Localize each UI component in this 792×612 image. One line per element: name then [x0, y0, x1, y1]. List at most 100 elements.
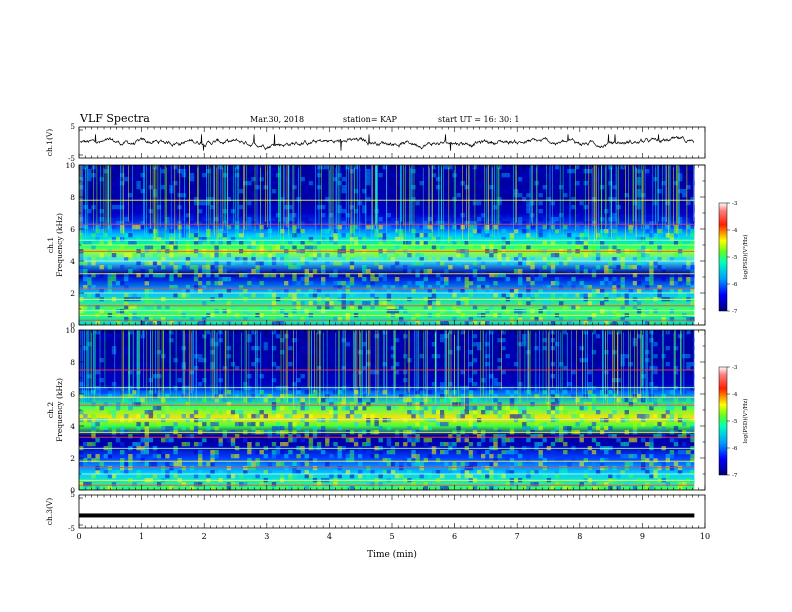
spectrogram-cell	[563, 470, 568, 475]
spectrogram-cell	[300, 462, 305, 467]
spectrogram-cell	[456, 474, 461, 479]
spectrogram-cell	[382, 285, 387, 290]
spectrogram-cell	[460, 213, 465, 218]
spectrogram-cell	[333, 418, 338, 423]
spectrogram-cell	[284, 193, 289, 198]
spectrogram-cell	[173, 334, 178, 339]
spectrogram-cell	[641, 261, 646, 266]
spectrogram-cell	[210, 410, 215, 415]
spectrogram-cell	[682, 434, 687, 439]
spectrogram-cell	[620, 362, 625, 367]
spectrogram-cell	[120, 442, 125, 447]
spectrogram-cell	[210, 486, 215, 491]
spectrogram-cell	[136, 261, 141, 266]
spectrogram-cell	[669, 309, 675, 314]
spectrogram-cell	[115, 406, 121, 411]
spectrogram-cell	[513, 462, 519, 467]
spectrogram-cell	[513, 269, 519, 274]
spectrogram-cell	[304, 185, 309, 190]
spectrogram-cell	[288, 213, 293, 218]
spectrogram-cell	[144, 422, 149, 427]
spectrogram-cell	[575, 265, 580, 270]
spectrogram-cell	[501, 434, 506, 439]
spectrogram-cell	[329, 301, 334, 306]
spectrogram-cell	[472, 229, 478, 234]
spectrogram-cell	[481, 410, 486, 415]
spectrogram-cell	[218, 434, 223, 439]
spectrogram-cell	[128, 169, 133, 174]
spectrogram-cell	[374, 378, 379, 383]
spectrogram-cell	[353, 350, 359, 355]
spectrogram-cell	[411, 458, 416, 463]
spectrogram-cell	[427, 269, 433, 274]
spectrogram-cell	[460, 438, 465, 443]
spectrogram-cell	[382, 205, 387, 210]
spectrogram-cell	[534, 269, 539, 274]
spectrogram-cell	[181, 293, 186, 298]
spectrogram-cell	[128, 205, 133, 210]
spectrogram-cell	[132, 165, 137, 170]
spectrogram-cell	[624, 462, 629, 467]
spectrogram-cell	[464, 354, 469, 359]
spectrogram-cell	[423, 398, 428, 403]
spectrogram-cell	[144, 438, 149, 443]
spectrogram-cell	[222, 334, 227, 339]
spectrogram-cell	[177, 458, 182, 463]
spectrogram-cell	[468, 486, 474, 491]
spectrogram-cell	[677, 358, 683, 363]
spectrogram-cell	[189, 426, 195, 431]
spectrogram-cell	[501, 406, 506, 411]
spectrogram-cell	[222, 221, 227, 226]
spectrogram-cell	[665, 406, 670, 411]
spectrogram-cell	[493, 398, 498, 403]
spectrogram-cell	[423, 458, 428, 463]
spectrogram-cell	[193, 269, 199, 274]
spectrogram-cell	[341, 398, 346, 403]
spectrogram-cell	[440, 378, 445, 383]
spectrogram-cell	[222, 305, 227, 310]
spectrogram-cell	[394, 386, 400, 391]
spectrogram-cell	[620, 165, 625, 170]
spectrogram-cell	[91, 426, 96, 431]
spectrogram-cell	[513, 386, 519, 391]
spectrogram-cell	[690, 269, 695, 274]
spectrogram-cell	[476, 217, 482, 222]
spectrogram-cell	[156, 165, 162, 170]
spectrogram-cell	[497, 261, 502, 266]
spectrogram-cell	[173, 225, 178, 230]
spectrogram-cell	[136, 470, 141, 475]
spectrogram-cell	[448, 362, 453, 367]
spectrogram-cell	[673, 330, 679, 335]
spectrogram-cell	[686, 189, 691, 194]
spectrogram-cell	[79, 237, 84, 242]
spectrogram-cell	[337, 474, 342, 479]
spectrogram-cell	[156, 454, 162, 459]
spectrogram-cell	[591, 289, 597, 294]
spectrogram-cell	[226, 197, 232, 202]
spectrogram-cell	[497, 217, 502, 222]
spectrogram-cell	[464, 470, 469, 475]
spectrogram-cell	[665, 354, 670, 359]
spectrogram-cell	[571, 394, 576, 399]
spectrogram-cell	[148, 245, 154, 250]
spectrogram-cell	[407, 462, 412, 467]
spectrogram-cell	[292, 229, 297, 234]
spectrogram-cell	[501, 293, 506, 298]
spectrogram-cell	[251, 462, 256, 467]
spectrogram-cell	[206, 209, 211, 214]
spectrogram-cell	[472, 422, 478, 427]
spectrogram-cell	[284, 406, 289, 411]
spectrogram-cell	[481, 438, 486, 443]
spectrogram-cell	[509, 410, 515, 415]
spectrogram-cell	[292, 237, 297, 242]
spectrogram-cell	[628, 462, 634, 467]
spectrogram-cell	[653, 470, 658, 475]
spectrogram-cell	[210, 317, 215, 322]
spectrogram-cell	[624, 321, 629, 326]
spectrogram-cell	[226, 221, 232, 226]
spectrogram-cell	[595, 334, 601, 339]
colorbar-scale	[718, 202, 728, 312]
spectrogram-cell	[140, 442, 145, 447]
spectrogram-cell	[349, 233, 355, 238]
spectrogram-cell	[198, 241, 203, 246]
